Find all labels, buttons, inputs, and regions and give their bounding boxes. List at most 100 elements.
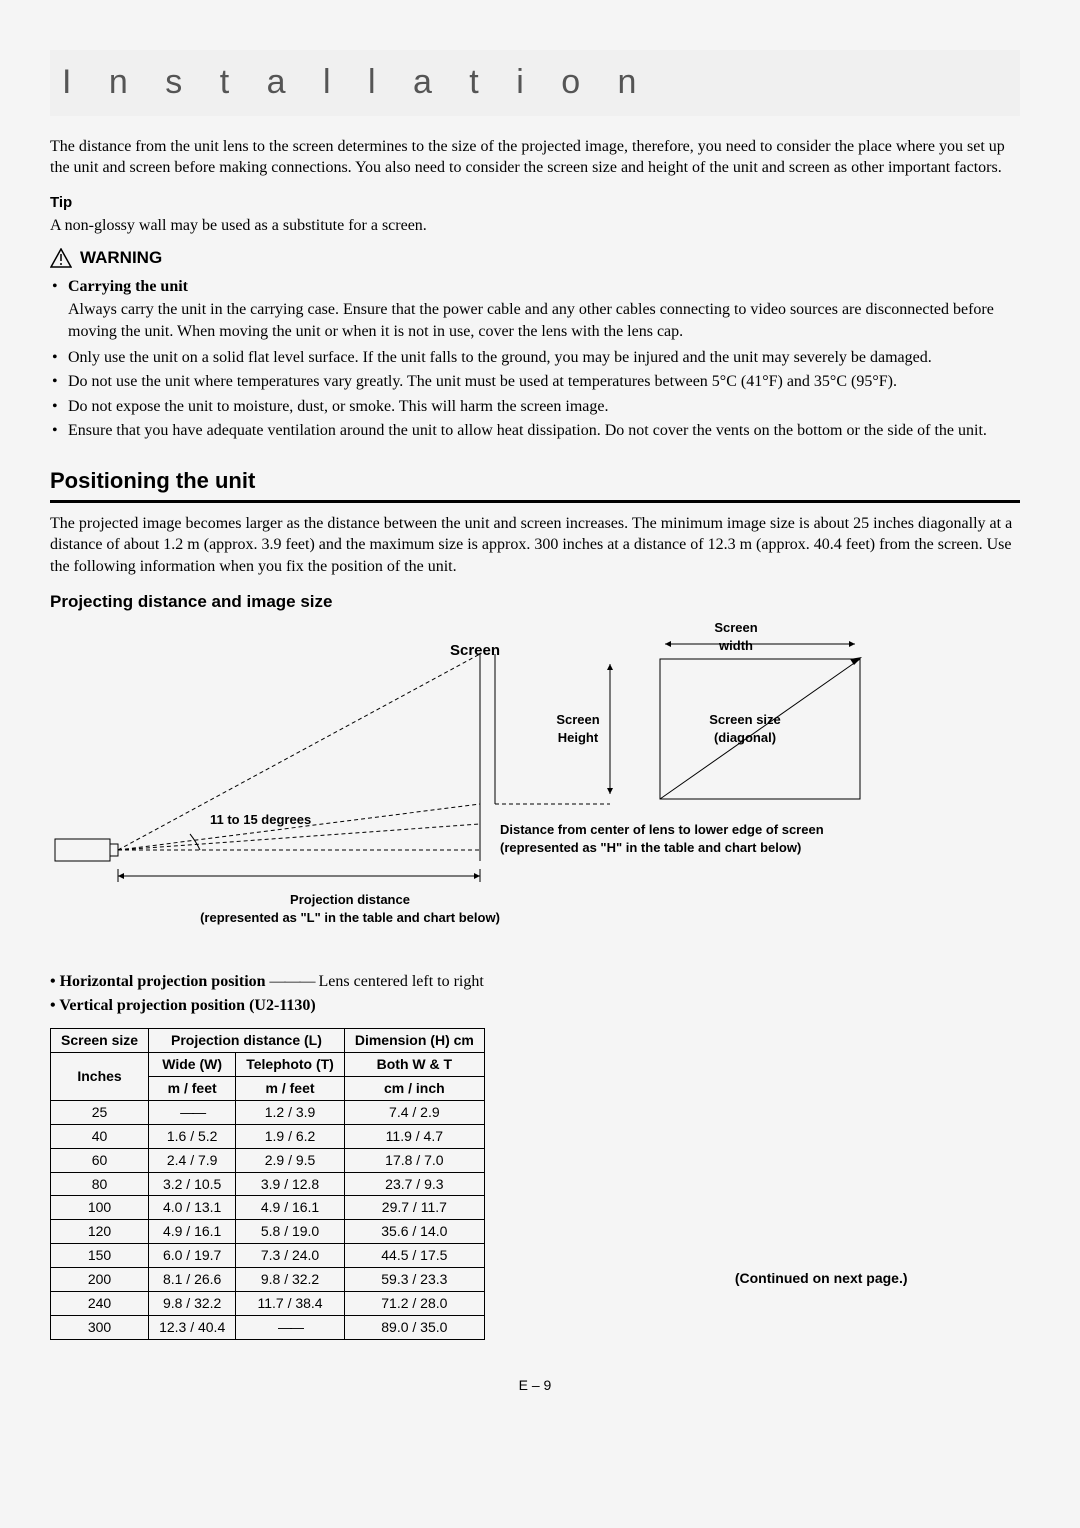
table-cell: 25 bbox=[51, 1100, 149, 1124]
dash: ——— bbox=[270, 971, 315, 993]
projection-table: Screen size Projection distance (L) Dime… bbox=[50, 1028, 485, 1340]
table-row: 2409.8 / 32.211.7 / 38.471.2 / 28.0 bbox=[51, 1292, 485, 1316]
table-cell: 3.9 / 12.8 bbox=[236, 1172, 345, 1196]
table-cell: 150 bbox=[51, 1244, 149, 1268]
table-cell: 80 bbox=[51, 1172, 149, 1196]
table-cell: 300 bbox=[51, 1315, 149, 1339]
table-cell: 9.8 / 32.2 bbox=[149, 1292, 236, 1316]
table-row: 1004.0 / 13.14.9 / 16.129.7 / 11.7 bbox=[51, 1196, 485, 1220]
carry-text: Always carry the unit in the carrying ca… bbox=[68, 299, 1020, 342]
th: Projection distance (L) bbox=[149, 1029, 345, 1053]
th: Inches bbox=[51, 1053, 149, 1101]
table-cell: 71.2 / 28.0 bbox=[344, 1292, 484, 1316]
table-cell: 7.4 / 2.9 bbox=[344, 1100, 484, 1124]
table-cell: 29.7 / 11.7 bbox=[344, 1196, 484, 1220]
proj-dist-2: (represented as "L" in the table and cha… bbox=[170, 909, 530, 927]
table-cell: —— bbox=[236, 1315, 345, 1339]
table-cell: 7.3 / 24.0 bbox=[236, 1244, 345, 1268]
table-cell: 1.2 / 3.9 bbox=[236, 1100, 345, 1124]
table-cell: 60 bbox=[51, 1148, 149, 1172]
table-cell: 3.2 / 10.5 bbox=[149, 1172, 236, 1196]
table-cell: 1.9 / 6.2 bbox=[236, 1124, 345, 1148]
hp-label: Horizontal projection position bbox=[60, 973, 266, 990]
screen-height-1: Screen bbox=[548, 711, 608, 729]
th: Screen size bbox=[51, 1029, 149, 1053]
table-cell: 4.0 / 13.1 bbox=[149, 1196, 236, 1220]
screen-label: Screen bbox=[450, 641, 500, 661]
screen-height-2: Height bbox=[548, 729, 608, 747]
table-row: 803.2 / 10.53.9 / 12.823.7 / 9.3 bbox=[51, 1172, 485, 1196]
table-cell: 200 bbox=[51, 1268, 149, 1292]
bullet: Do not expose the unit to moisture, dust… bbox=[68, 396, 1020, 418]
table-cell: 100 bbox=[51, 1196, 149, 1220]
th: Wide (W) bbox=[149, 1053, 236, 1077]
page-footer: E – 9 bbox=[50, 1376, 1020, 1395]
th: Both W & T bbox=[344, 1053, 484, 1077]
screen-size-2: (diagonal) bbox=[690, 729, 800, 747]
table-cell: 6.0 / 19.7 bbox=[149, 1244, 236, 1268]
table-row: 2008.1 / 26.69.8 / 32.259.3 / 23.3 bbox=[51, 1268, 485, 1292]
bullet: Only use the unit on a solid flat level … bbox=[68, 347, 1020, 369]
table-cell: 4.9 / 16.1 bbox=[236, 1196, 345, 1220]
warning-label: WARNING bbox=[80, 247, 162, 270]
h-dist-2: (represented as "H" in the table and cha… bbox=[500, 839, 900, 857]
projection-diagram: Screen 11 to 15 degrees Projection dista… bbox=[50, 624, 1020, 951]
table-cell: 35.6 / 14.0 bbox=[344, 1220, 484, 1244]
page-title: I n s t a l l a t i o n bbox=[62, 60, 1008, 106]
table-cell: 1.6 / 5.2 bbox=[149, 1124, 236, 1148]
th: Dimension (H) cm bbox=[344, 1029, 484, 1053]
table-cell: 44.5 / 17.5 bbox=[344, 1244, 484, 1268]
vp-label: Vertical projection position (U2-1130) bbox=[59, 997, 315, 1014]
th: m / feet bbox=[236, 1076, 345, 1100]
bullet: Do not use the unit where temperatures v… bbox=[68, 371, 1020, 393]
continued-note: (Continued on next page.) bbox=[735, 1270, 908, 1286]
warning-icon bbox=[50, 248, 72, 268]
table-cell: 240 bbox=[51, 1292, 149, 1316]
carry-item: Carrying the unit Always carry the unit … bbox=[68, 276, 1020, 343]
th: Telephoto (T) bbox=[236, 1053, 345, 1077]
table-cell: 9.8 / 32.2 bbox=[236, 1268, 345, 1292]
table-cell: 5.8 / 19.0 bbox=[236, 1220, 345, 1244]
section-header: Positioning the unit bbox=[50, 466, 1020, 496]
title-bar: I n s t a l l a t i o n bbox=[50, 50, 1020, 116]
screen-width-2: width bbox=[696, 637, 776, 655]
warning-row: WARNING bbox=[50, 247, 1020, 270]
th: m / feet bbox=[149, 1076, 236, 1100]
screen-size-1: Screen size bbox=[690, 711, 800, 729]
tip-label: Tip bbox=[50, 193, 1020, 213]
table-cell: 40 bbox=[51, 1124, 149, 1148]
warning-list: Carrying the unit Always carry the unit … bbox=[50, 276, 1020, 442]
table-cell: 4.9 / 16.1 bbox=[149, 1220, 236, 1244]
table-cell: 17.8 / 7.0 bbox=[344, 1148, 484, 1172]
th: cm / inch bbox=[344, 1076, 484, 1100]
bullet: Ensure that you have adequate ventilatio… bbox=[68, 420, 1020, 442]
table-cell: 8.1 / 26.6 bbox=[149, 1268, 236, 1292]
intro-text: The distance from the unit lens to the s… bbox=[50, 136, 1020, 179]
table-cell: 2.9 / 9.5 bbox=[236, 1148, 345, 1172]
table-cell: 59.3 / 23.3 bbox=[344, 1268, 484, 1292]
table-row: 602.4 / 7.92.9 / 9.517.8 / 7.0 bbox=[51, 1148, 485, 1172]
angle-label: 11 to 15 degrees bbox=[210, 811, 311, 829]
table-row: 401.6 / 5.21.9 / 6.211.9 / 4.7 bbox=[51, 1124, 485, 1148]
screen-width-1: Screen bbox=[696, 619, 776, 637]
table-cell: 23.7 / 9.3 bbox=[344, 1172, 484, 1196]
table-cell: 2.4 / 7.9 bbox=[149, 1148, 236, 1172]
table-row: 1204.9 / 16.15.8 / 19.035.6 / 14.0 bbox=[51, 1220, 485, 1244]
proj-dist-1: Projection distance bbox=[170, 891, 530, 909]
section-rule bbox=[50, 500, 1020, 503]
table-cell: 11.9 / 4.7 bbox=[344, 1124, 484, 1148]
table-row: 25——1.2 / 3.97.4 / 2.9 bbox=[51, 1100, 485, 1124]
table-cell: 120 bbox=[51, 1220, 149, 1244]
positioning-text: The projected image becomes larger as th… bbox=[50, 513, 1020, 578]
table-cell: 89.0 / 35.0 bbox=[344, 1315, 484, 1339]
table-cell: —— bbox=[149, 1100, 236, 1124]
table-cell: 11.7 / 38.4 bbox=[236, 1292, 345, 1316]
h-dist-1: Distance from center of lens to lower ed… bbox=[500, 821, 900, 839]
projection-position-notes: • Horizontal projection position ——— Len… bbox=[50, 971, 1020, 1016]
table-cell: 12.3 / 40.4 bbox=[149, 1315, 236, 1339]
hp-text: Lens centered left to right bbox=[319, 971, 484, 993]
carry-heading: Carrying the unit bbox=[68, 278, 188, 295]
sub-header: Projecting distance and image size bbox=[50, 591, 1020, 614]
tip-text: A non-glossy wall may be used as a subst… bbox=[50, 215, 1020, 237]
intro: The distance from the unit lens to the s… bbox=[50, 136, 1020, 179]
